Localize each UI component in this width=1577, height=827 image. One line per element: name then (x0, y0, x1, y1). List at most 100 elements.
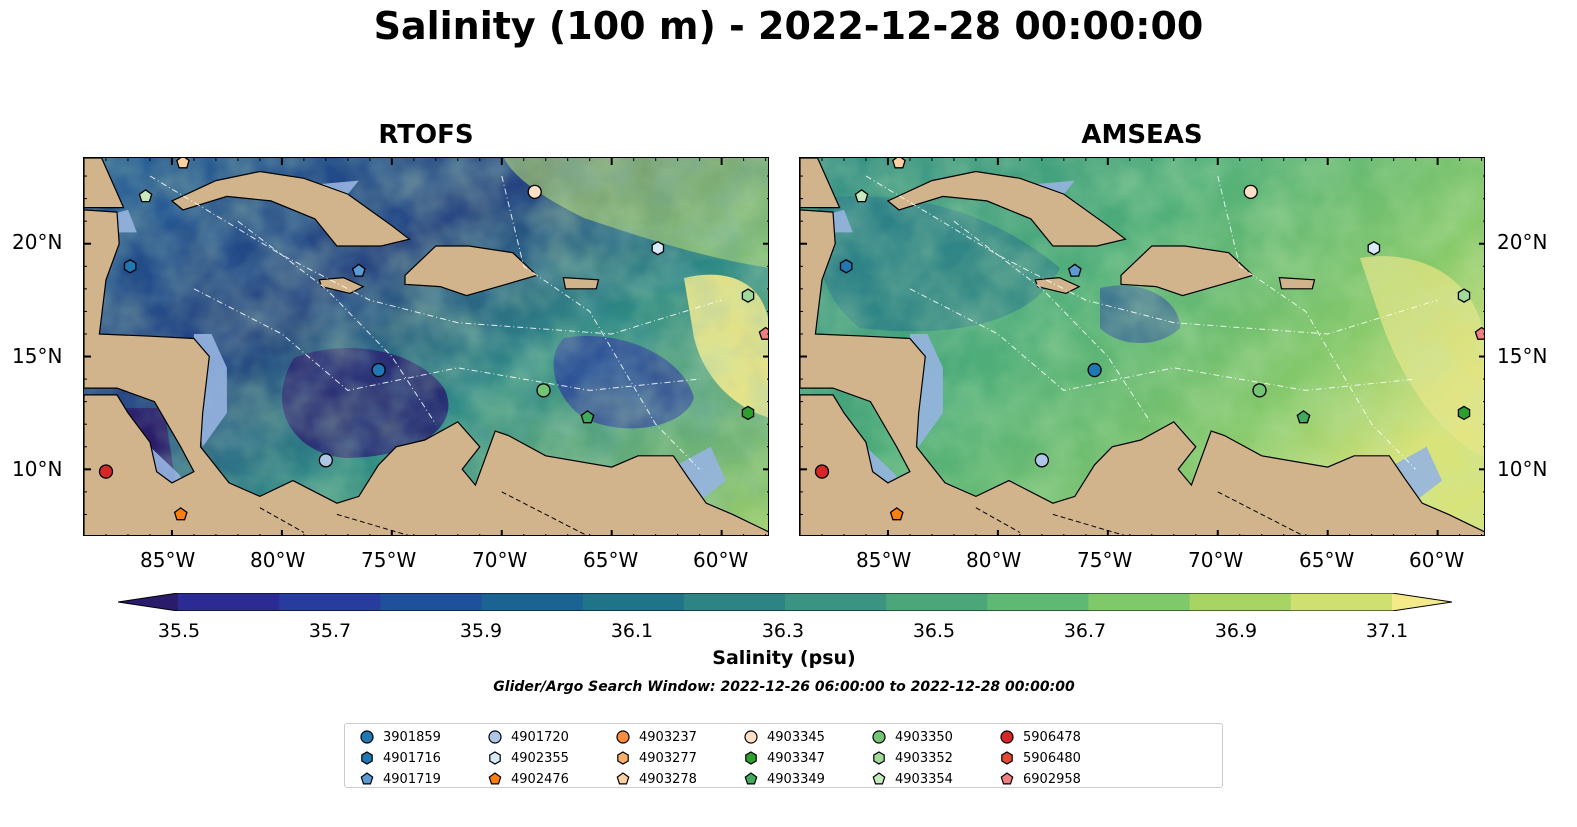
land (562, 276, 600, 290)
colorbar-segment (178, 593, 280, 611)
colorbar-segment (582, 593, 685, 611)
circle-marker-icon (1000, 730, 1014, 744)
hexagon-marker-icon (361, 751, 373, 765)
lat-label-left-10n: 10°N (12, 457, 63, 481)
lon-label-amseas-60w: 60°W (1409, 548, 1465, 572)
panel-title-rtofs: RTOFS (378, 120, 474, 150)
float-marker-4903349[interactable] (580, 410, 595, 424)
colorbar-segment (1189, 593, 1292, 611)
land (170, 170, 411, 247)
legend-item-5906478: 5906478 (999, 729, 1081, 745)
colorbar-tick: 35.7 (308, 620, 352, 642)
float-marker-4901719[interactable] (351, 263, 366, 277)
map-rtofs[interactable] (83, 157, 769, 536)
pentagon-marker-icon (616, 772, 630, 785)
lon-label-amseas-65w: 65°W (1299, 548, 1355, 572)
figure-title: Salinity (100 m) - 2022-12-28 00:00:00 (373, 4, 1204, 48)
eez-boundary (909, 288, 1416, 391)
legend-item-4902355: 4902355 (487, 750, 569, 766)
legend-item-3901859: 3901859 (359, 729, 441, 745)
map-amseas[interactable] (799, 157, 1485, 536)
float-marker-4903347[interactable] (1457, 405, 1471, 421)
lon-label-rtofs-70w: 70°W (472, 548, 528, 572)
eez-boundary (149, 175, 722, 335)
lon-label-rtofs-75w: 75°W (361, 548, 417, 572)
pentagon-marker-icon (488, 772, 502, 785)
border-line (1217, 491, 1303, 535)
float-marker-4903347[interactable] (741, 405, 755, 421)
eez-boundary (865, 175, 1438, 335)
float-marker-4903278[interactable] (892, 158, 906, 169)
float-marker-6902958[interactable] (1474, 326, 1485, 340)
legend-label: 5906478 (1023, 729, 1081, 745)
colorbar-tick: 35.5 (157, 620, 201, 642)
float-marker-4903345[interactable] (527, 184, 542, 199)
hexagon-marker-icon (745, 751, 757, 765)
border-line (259, 507, 305, 533)
lat-label-left-15n: 15°N (12, 344, 63, 368)
float-marker-4902476[interactable] (173, 507, 188, 521)
float-marker-4903354[interactable] (138, 189, 153, 203)
hexagon-marker-icon (617, 751, 629, 765)
float-marker-4903350[interactable] (1252, 383, 1267, 398)
legend-item-4903347: 4903347 (743, 750, 825, 766)
border-line (975, 507, 1021, 533)
float-marker-4901716[interactable] (839, 259, 853, 274)
float-marker-3901859[interactable] (371, 362, 386, 378)
legend-label: 4903347 (767, 750, 825, 766)
float-marker-4903352[interactable] (1457, 288, 1471, 303)
lat-label-right-15n: 15°N (1497, 344, 1548, 368)
float-marker-5906478[interactable] (814, 464, 830, 479)
eez-boundary (501, 175, 700, 470)
legend-label: 6902958 (1023, 771, 1081, 787)
legend-item-4903352: 4903352 (871, 750, 953, 766)
lon-label-amseas-85w: 85°W (856, 548, 912, 572)
legend-item-4903345: 4903345 (743, 729, 825, 745)
float-marker-4902355[interactable] (651, 240, 665, 256)
border-line (1052, 513, 1125, 535)
float-marker-4903345[interactable] (1243, 184, 1258, 199)
float-marker-4903349[interactable] (1296, 410, 1311, 424)
colorbar-tick: 35.9 (459, 620, 503, 642)
colorbar-segment (683, 593, 786, 611)
float-marker-4903354[interactable] (854, 189, 869, 203)
legend-item-4903349: 4903349 (743, 771, 825, 787)
float-marker-3901859[interactable] (1087, 362, 1102, 378)
colorbar-segment (380, 593, 482, 611)
float-marker-4903352[interactable] (741, 288, 755, 303)
float-marker-4901720[interactable] (1034, 453, 1050, 468)
legend-item-4901719: 4901719 (359, 771, 441, 787)
legend-label: 4901716 (383, 750, 441, 766)
lon-label-amseas-70w: 70°W (1188, 548, 1244, 572)
lon-label-rtofs-65w: 65°W (583, 548, 639, 572)
eez-boundary (1217, 175, 1416, 470)
panel-title-amseas: AMSEAS (1081, 120, 1203, 150)
legend-label: 4903352 (895, 750, 953, 766)
legend-item-4903350: 4903350 (871, 729, 953, 745)
legend-item-4903277: 4903277 (615, 750, 697, 766)
colorbar-extend-high (1392, 593, 1452, 611)
pentagon-marker-icon (872, 772, 886, 785)
float-marker-4903350[interactable] (536, 383, 551, 398)
float-marker-5906478[interactable] (98, 464, 114, 479)
float-marker-4901720[interactable] (318, 453, 334, 468)
lon-label-amseas-75w: 75°W (1077, 548, 1133, 572)
float-marker-4901716[interactable] (123, 259, 137, 274)
colorbar-tick: 36.9 (1214, 620, 1258, 642)
legend-label: 4903354 (895, 771, 953, 787)
float-marker-4902476[interactable] (889, 507, 904, 521)
lon-label-rtofs-85w: 85°W (140, 548, 196, 572)
colorbar-tick: 36.7 (1063, 620, 1107, 642)
hexagon-marker-icon (873, 751, 885, 765)
eez-boundary (953, 220, 1153, 425)
float-marker-4903278[interactable] (176, 158, 190, 169)
float-marker-4901719[interactable] (1067, 263, 1082, 277)
legend-item-4901720: 4901720 (487, 729, 569, 745)
hexagon-marker-icon (489, 751, 501, 765)
colorbar-segment (987, 593, 1089, 611)
legend-item-6902958: 6902958 (999, 771, 1081, 787)
float-marker-6902958[interactable] (758, 326, 769, 340)
float-marker-4902355[interactable] (1367, 240, 1381, 256)
colorbar-tick: 36.1 (610, 620, 654, 642)
circle-marker-icon (872, 730, 886, 744)
